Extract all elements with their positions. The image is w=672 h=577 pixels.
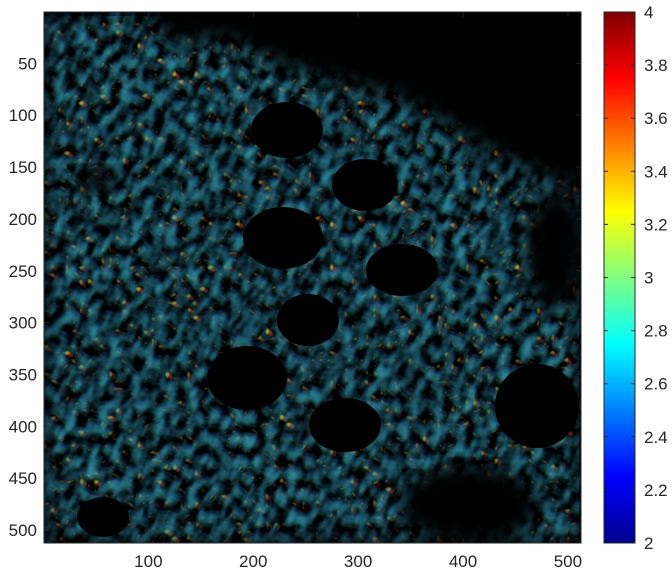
y-tick-label: 50	[18, 54, 37, 73]
y-axis: 50 100 150 200 250 300 350 400 450 500	[9, 54, 581, 540]
x-tick-label: 100	[134, 552, 162, 571]
x-tick-label: 300	[344, 552, 372, 571]
colorbar-tick-label: 4	[644, 3, 653, 22]
colorbar-tick-label: 2.6	[644, 375, 668, 394]
colorbar-tick-label: 2.8	[644, 322, 668, 341]
plot-frame	[43, 11, 582, 544]
colorbar-tick-label: 2.4	[644, 428, 668, 447]
x-tick-label: 500	[554, 552, 582, 571]
y-tick-label: 350	[9, 365, 37, 384]
x-tick-label: 200	[239, 552, 267, 571]
colorbar: 2 2.2 2.4 2.6 2.8 3 3.2 3.4 3.6 3.8 4	[603, 3, 668, 553]
colorbar-tick-label: 3.4	[644, 162, 668, 181]
y-tick-label: 200	[9, 210, 37, 229]
colorbar-ticks: 2 2.2 2.4 2.6 2.8 3 3.2 3.4 3.6 3.8 4	[604, 3, 668, 553]
colorbar-gradient	[604, 12, 635, 543]
y-tick-label: 100	[9, 106, 37, 125]
y-tick-label: 450	[9, 469, 37, 488]
colorbar-tick-label: 3.6	[644, 109, 668, 128]
colorbar-tick-label: 3.8	[644, 56, 668, 75]
colorbar-tick-label: 3.2	[644, 215, 668, 234]
y-tick-label: 250	[9, 262, 37, 281]
heatmap-image	[44, 12, 581, 543]
colorbar-tick-label: 3	[644, 269, 653, 288]
colorbar-tick-label: 2.2	[644, 481, 668, 500]
y-tick-label: 150	[9, 158, 37, 177]
x-tick-label: 400	[449, 552, 477, 571]
y-tick-label: 400	[9, 417, 37, 436]
y-tick-label: 500	[9, 521, 37, 540]
colorbar-tick-label: 2	[644, 534, 653, 553]
y-tick-label: 300	[9, 314, 37, 333]
x-axis: 100 200 300 400 500	[134, 12, 582, 571]
